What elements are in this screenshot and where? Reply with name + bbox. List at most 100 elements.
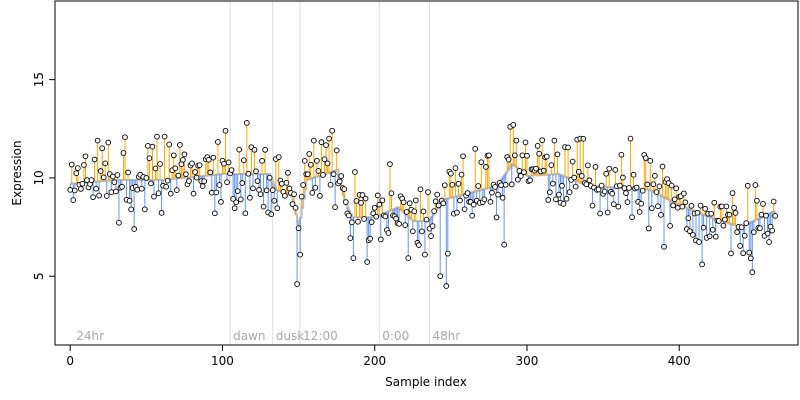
data-point: [747, 255, 754, 262]
data-point: [723, 203, 730, 210]
data-point: [207, 169, 214, 176]
data-point: [644, 181, 651, 188]
data-point: [498, 182, 504, 189]
data-point: [518, 173, 524, 179]
data-point: [116, 219, 122, 226]
data-point: [411, 208, 418, 215]
data-point: [91, 156, 98, 163]
data-point: [161, 133, 168, 140]
data-point: [548, 162, 555, 168]
data-point: [743, 220, 750, 226]
data-point: [266, 174, 273, 181]
data-point: [317, 192, 323, 199]
data-point: [213, 189, 220, 196]
data-point: [141, 206, 148, 213]
phase-label: dusk: [276, 329, 304, 343]
data-point: [416, 242, 422, 248]
data-point: [652, 172, 658, 179]
data-point: [638, 200, 645, 207]
data-point: [120, 150, 127, 156]
data-point: [610, 201, 617, 208]
data-point: [478, 159, 485, 166]
data-point: [379, 197, 386, 204]
data-point: [448, 170, 454, 177]
data-point: [585, 162, 591, 169]
data-point: [586, 177, 593, 184]
data-point: [353, 198, 360, 204]
data-point: [598, 182, 605, 189]
data-point: [658, 212, 664, 218]
data-point: [572, 183, 579, 190]
data-point: [645, 225, 652, 232]
x-tick-label: 100: [211, 354, 234, 368]
data-point: [180, 156, 186, 163]
data-point: [403, 209, 410, 215]
data-point: [260, 203, 267, 210]
data-point: [623, 190, 629, 196]
data-point: [699, 261, 705, 268]
data-point: [432, 198, 439, 205]
data-point: [556, 191, 562, 198]
data-point: [519, 152, 526, 159]
data-point: [346, 212, 352, 219]
data-point: [274, 205, 281, 212]
data-point: [279, 180, 285, 187]
data-point: [609, 190, 616, 197]
data-point: [68, 161, 75, 168]
data-point: [489, 189, 495, 196]
point-layer: [67, 120, 779, 289]
data-point: [70, 197, 77, 203]
data-point: [690, 232, 696, 238]
data-point: [359, 192, 366, 198]
data-point: [511, 152, 518, 159]
data-point: [502, 181, 509, 188]
data-point: [565, 144, 571, 151]
data-point: [597, 210, 603, 217]
data-point: [540, 167, 547, 174]
data-point: [434, 191, 441, 198]
data-point: [412, 197, 419, 204]
data-point: [307, 161, 314, 168]
data-point: [460, 153, 466, 160]
trend-layer: [70, 163, 776, 229]
data-point: [441, 182, 448, 189]
data-point: [377, 236, 384, 243]
data-point: [119, 183, 125, 190]
data-point: [338, 173, 345, 179]
data-point: [167, 190, 174, 197]
data-point: [79, 180, 86, 187]
data-point: [715, 218, 722, 224]
data-point: [425, 189, 431, 195]
data-point: [237, 196, 244, 203]
data-point: [750, 229, 757, 236]
data-point: [128, 206, 134, 213]
data-point: [297, 251, 303, 258]
data-point: [243, 120, 250, 126]
data-point: [487, 199, 494, 205]
data-point: [601, 188, 608, 195]
data-point: [722, 216, 728, 223]
data-point: [105, 139, 112, 146]
data-point: [330, 171, 337, 178]
data-point: [186, 178, 192, 184]
phase-label: 48hr: [433, 329, 461, 343]
data-point: [102, 160, 109, 167]
data-point: [444, 250, 451, 257]
data-point: [449, 181, 456, 188]
data-point: [189, 160, 195, 167]
data-point: [554, 151, 561, 158]
data-point: [763, 212, 769, 219]
data-point: [409, 228, 416, 235]
data-point: [539, 137, 546, 144]
data-point: [138, 185, 145, 192]
data-point: [671, 196, 678, 203]
data-point: [659, 163, 666, 170]
data-point: [673, 185, 680, 192]
data-point: [275, 154, 282, 160]
data-point: [483, 164, 489, 170]
data-point: [247, 194, 253, 201]
data-point: [454, 209, 460, 216]
data-point: [543, 153, 550, 160]
data-point: [452, 165, 459, 171]
data-point: [516, 167, 523, 174]
